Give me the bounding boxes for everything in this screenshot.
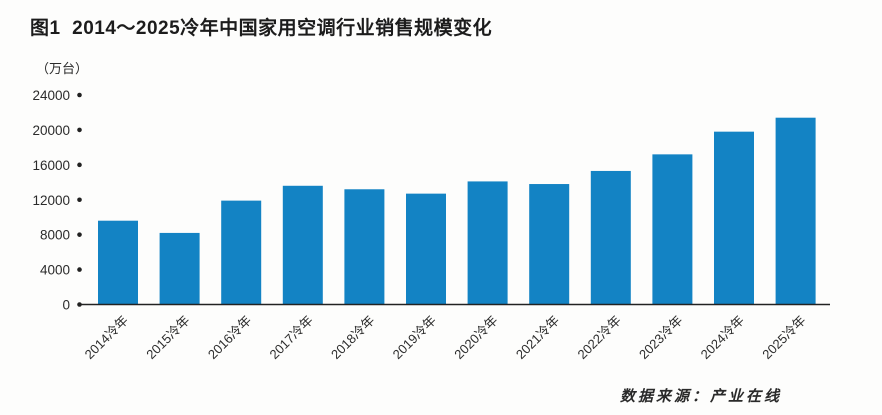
bar: [98, 220, 138, 305]
y-tick-label: 24000: [32, 88, 70, 103]
bar: [590, 170, 631, 305]
chart-title: 图1 2014～2025冷年中国家用空调行业销售规模变化: [30, 18, 493, 39]
bar: [282, 185, 323, 305]
data-source-caption: 数据来源：产业在线: [620, 389, 783, 405]
x-axis-label: 2018冷年: [328, 313, 377, 362]
bar: [652, 154, 693, 305]
y-tick-dot: [77, 127, 82, 133]
y-axis-unit-label: （万台）: [36, 61, 89, 76]
x-axis-label: 2024冷年: [698, 313, 747, 362]
bar: [775, 117, 816, 305]
x-axis-label: 2019冷年: [390, 313, 439, 362]
bar: [714, 131, 754, 305]
x-axis-label: 2021冷年: [513, 313, 562, 362]
bar: [467, 181, 508, 305]
bar: [406, 193, 446, 305]
y-tick-label: 12000: [32, 193, 70, 208]
x-axis-label: 2022冷年: [574, 313, 623, 362]
y-tick-dot: [77, 197, 82, 203]
y-tick-label: 16000: [32, 158, 70, 173]
y-tick-label: 8000: [40, 228, 70, 243]
y-tick-dot: [77, 92, 82, 98]
y-tick-label: 4000: [40, 263, 70, 278]
x-axis-label: 2016冷年: [205, 313, 254, 362]
y-tick-label: 20000: [32, 123, 70, 138]
x-axis-label: 2020冷年: [451, 313, 500, 362]
x-axis-label: 2025冷年: [759, 313, 808, 362]
bar: [529, 184, 570, 305]
y-tick-dot: [77, 162, 82, 168]
y-tick-dot: [77, 232, 82, 237]
bar: [344, 189, 385, 305]
x-axis-label: 2015冷年: [143, 313, 192, 362]
x-axis-label: 2023冷年: [636, 313, 685, 362]
y-tick-label: 0: [62, 298, 70, 313]
y-tick-dot: [77, 302, 82, 307]
bar: [221, 200, 262, 305]
y-tick-dot: [77, 267, 82, 272]
x-axis-label: 2017冷年: [266, 313, 315, 362]
x-axis-label: 2014冷年: [82, 313, 131, 362]
bar: [159, 232, 200, 305]
